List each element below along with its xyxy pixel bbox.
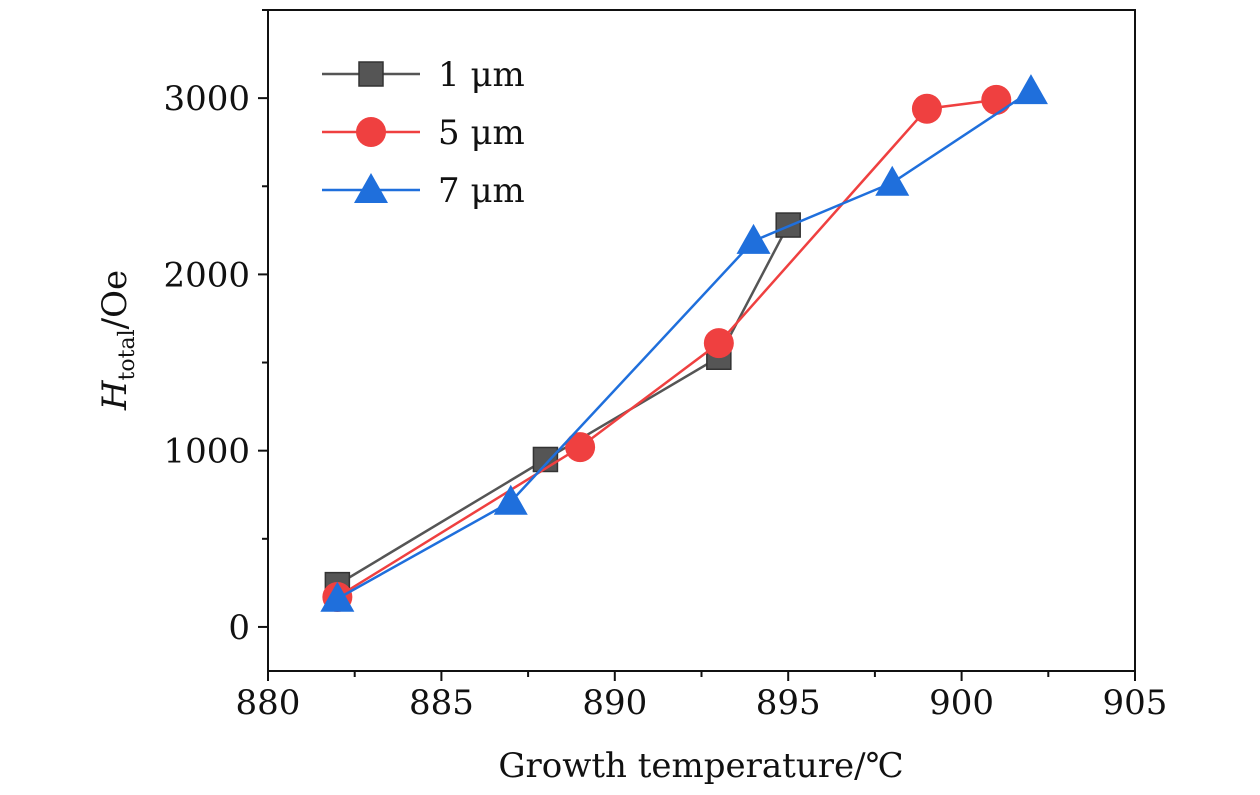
y-tick-label: 1000 <box>163 432 250 472</box>
axis-ticks: 880 885 890 895 900 905 0 1000 2000 3000 <box>163 9 1168 723</box>
data-point-triangle <box>493 484 528 515</box>
x-axis-title: Growth temperature/℃ <box>498 746 903 786</box>
legend-label: 1 μm <box>438 55 525 95</box>
legend-item: 1 μm <box>322 55 525 95</box>
y-axis-title-sub: total <box>115 329 140 380</box>
data-point-triangle <box>1013 74 1048 105</box>
data-point-triangle <box>875 165 910 196</box>
y-tick-label: 2000 <box>163 255 250 295</box>
series-triangle <box>320 74 1048 612</box>
legend-marker-square <box>358 61 384 87</box>
legend-label: 5 μm <box>438 113 525 153</box>
y-tick-label: 0 <box>228 608 250 648</box>
series-line-circle <box>336 98 997 599</box>
x-tick-label: 900 <box>929 683 994 723</box>
y-axis-title-main: H <box>95 379 135 411</box>
x-tick-label: 885 <box>409 683 474 723</box>
y-axis-title: Htotal/Oe <box>95 270 140 411</box>
data-point-triangle <box>320 581 355 612</box>
data-point-circle <box>565 432 596 463</box>
legend-label: 7 μm <box>438 171 525 211</box>
legend-marker-circle <box>356 117 386 147</box>
y-tick-label: 3000 <box>163 79 250 119</box>
series-line-square <box>336 224 790 586</box>
x-tick-label: 905 <box>1103 683 1168 723</box>
legend-marker-triangle <box>354 173 388 203</box>
data-point-circle <box>911 93 942 124</box>
legend: 1 μm 5 μm 7 μm <box>322 55 525 211</box>
x-tick-label: 895 <box>756 683 821 723</box>
data-point-triangle <box>736 223 771 254</box>
series-square <box>324 212 801 598</box>
legend-item: 7 μm <box>322 171 525 211</box>
y-axis-title-unit: /Oe <box>95 270 135 329</box>
legend-item: 5 μm <box>322 113 525 153</box>
x-tick-label: 880 <box>236 683 301 723</box>
series-layer <box>320 74 1048 612</box>
data-point-circle <box>703 328 734 359</box>
x-tick-label: 890 <box>582 683 647 723</box>
data-point-circle <box>981 84 1012 115</box>
